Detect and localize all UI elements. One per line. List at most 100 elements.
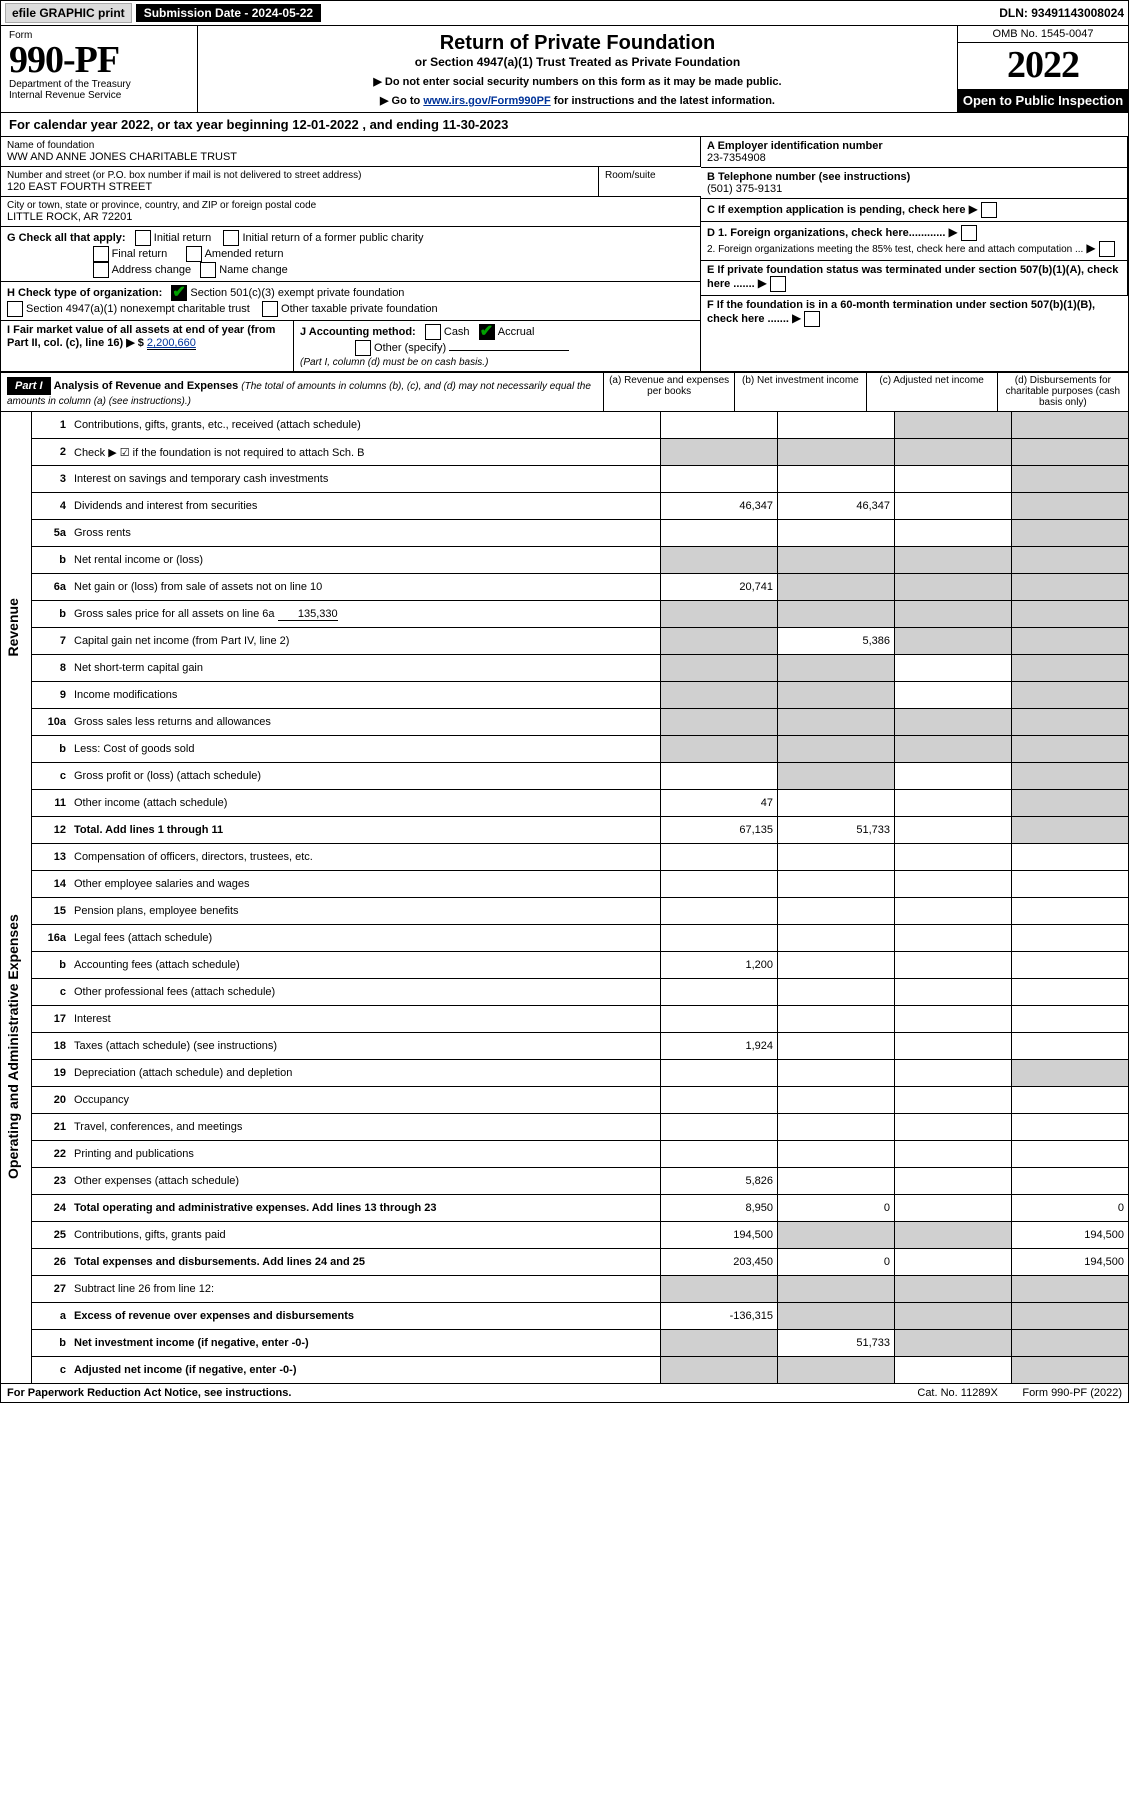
city-value: LITTLE ROCK, AR 72201: [7, 211, 694, 223]
calendar-year: For calendar year 2022, or tax year begi…: [1, 113, 1128, 137]
row-25-d: 194,500: [1012, 1222, 1129, 1249]
phone: (501) 375-9131: [707, 183, 1121, 195]
row-24-b: 0: [778, 1195, 895, 1222]
accrual-checkbox[interactable]: [479, 324, 495, 340]
form-id-box: Form 990-PF Department of the Treasury I…: [1, 26, 198, 112]
G-o5: Address change: [112, 264, 192, 276]
instructions-link[interactable]: www.irs.gov/Form990PF: [423, 95, 550, 107]
form-header: Form 990-PF Department of the Treasury I…: [0, 26, 1129, 113]
J-o1: Cash: [444, 326, 470, 338]
row-26-a: 203,450: [661, 1249, 778, 1276]
box-D: D 1. Foreign organizations, check here..…: [701, 222, 1128, 261]
row-26-d: 194,500: [1012, 1249, 1129, 1276]
section-J: J Accounting method: Cash Accrual Other …: [294, 321, 701, 371]
row-27b-b: 51,733: [778, 1330, 895, 1357]
room-label: Room/suite: [605, 170, 695, 181]
irs-label: Internal Revenue Service: [9, 90, 189, 101]
footer-left: For Paperwork Reduction Act Notice, see …: [7, 1387, 291, 1399]
4947a1-checkbox[interactable]: [7, 301, 23, 317]
row-16c: Other professional fees (attach schedule…: [70, 979, 661, 1006]
G-o2: Initial return of a former public charit…: [242, 232, 423, 244]
row-25: Contributions, gifts, grants paid: [70, 1222, 661, 1249]
J-o2: Accrual: [498, 326, 535, 338]
row-6a: Net gain or (loss) from sale of assets n…: [70, 574, 661, 601]
name-label: Name of foundation: [7, 140, 694, 151]
row-24-a: 8,950: [661, 1195, 778, 1222]
J-o3: Other (specify): [374, 342, 446, 354]
col-d-header: (d) Disbursements for charitable purpose…: [997, 373, 1128, 411]
C-label: C If exemption application is pending, c…: [707, 204, 966, 216]
addr-label: Number and street (or P.O. box number if…: [7, 170, 592, 181]
row-4-b: 46,347: [778, 493, 895, 520]
G-label: G Check all that apply:: [7, 232, 126, 244]
D1-checkbox[interactable]: [961, 225, 977, 241]
tax-year: 2022: [958, 43, 1128, 87]
final-return-checkbox[interactable]: [93, 246, 109, 262]
instr-2: ▶ Go to www.irs.gov/Form990PF for instru…: [206, 94, 949, 107]
form-subtitle: or Section 4947(a)(1) Trust Treated as P…: [206, 55, 949, 69]
cash-checkbox[interactable]: [425, 324, 441, 340]
row-12-b: 51,733: [778, 817, 895, 844]
amended-return-checkbox[interactable]: [186, 246, 202, 262]
other-method-checkbox[interactable]: [355, 340, 371, 356]
row-10a: Gross sales less returns and allowances: [70, 709, 661, 736]
E-checkbox[interactable]: [770, 276, 786, 292]
address-change-checkbox[interactable]: [93, 262, 109, 278]
year-box: OMB No. 1545-0047 2022 Open to Public In…: [958, 26, 1128, 112]
row-16b-a: 1,200: [661, 952, 778, 979]
row-10b: Less: Cost of goods sold: [70, 736, 661, 763]
other-taxable-checkbox[interactable]: [262, 301, 278, 317]
efile-button[interactable]: efile GRAPHIC print: [5, 3, 132, 23]
row-15: Pension plans, employee benefits: [70, 898, 661, 925]
C-checkbox[interactable]: [981, 202, 997, 218]
row-27c: Adjusted net income (if negative, enter …: [70, 1357, 661, 1384]
name-change-checkbox[interactable]: [200, 262, 216, 278]
row-2: Check ▶ ☑ if the foundation is not requi…: [70, 439, 661, 466]
row-4: Dividends and interest from securities: [70, 493, 661, 520]
H-o1: Section 501(c)(3) exempt private foundat…: [190, 287, 404, 299]
name-cell: Name of foundation WW AND ANNE JONES CHA…: [1, 137, 701, 167]
row-21: Travel, conferences, and meetings: [70, 1114, 661, 1141]
dln: DLN: 93491143008024: [999, 6, 1124, 20]
part1-header: Part I Analysis of Revenue and Expenses …: [1, 373, 1128, 412]
dept-label: Department of the Treasury: [9, 79, 189, 90]
H-o2: Section 4947(a)(1) nonexempt charitable …: [26, 303, 250, 315]
initial-former-checkbox[interactable]: [223, 230, 239, 246]
row-18-a: 1,924: [661, 1033, 778, 1060]
row-3: Interest on savings and temporary cash i…: [70, 466, 661, 493]
row-23: Other expenses (attach schedule): [70, 1168, 661, 1195]
H-o3: Other taxable private foundation: [281, 303, 438, 315]
initial-return-checkbox[interactable]: [135, 230, 151, 246]
section-H: H Check type of organization: Section 50…: [1, 282, 701, 321]
box-A: A Employer identification number 23-7354…: [701, 137, 1128, 168]
form-number: 990-PF: [9, 41, 189, 79]
form-title: Return of Private Foundation: [206, 32, 949, 55]
revenue-side-label: Revenue: [5, 414, 21, 842]
row-27: Subtract line 26 from line 12:: [70, 1276, 661, 1303]
row-27b: Net investment income (if negative, ente…: [70, 1330, 661, 1357]
J-note: (Part I, column (d) must be on cash basi…: [300, 357, 488, 368]
street-address: 120 EAST FOURTH STREET: [7, 181, 592, 193]
row-25-a: 194,500: [661, 1222, 778, 1249]
box-C: C If exemption application is pending, c…: [701, 199, 1128, 222]
F-label: F If the foundation is in a 60-month ter…: [707, 299, 1095, 325]
footer: For Paperwork Reduction Act Notice, see …: [0, 1384, 1129, 1403]
I-label: I Fair market value of all assets at end…: [7, 324, 275, 349]
F-checkbox[interactable]: [804, 311, 820, 327]
row-7: Capital gain net income (from Part IV, l…: [70, 628, 661, 655]
omb-number: OMB No. 1545-0047: [958, 26, 1128, 43]
row-24-d: 0: [1012, 1195, 1129, 1222]
J-label: J Accounting method:: [300, 326, 416, 338]
fmv-value[interactable]: 2,200,660: [147, 337, 196, 350]
row-26: Total expenses and disbursements. Add li…: [70, 1249, 661, 1276]
row-12-a: 67,135: [661, 817, 778, 844]
row-12: Total. Add lines 1 through 11: [70, 817, 661, 844]
row-16b: Accounting fees (attach schedule): [70, 952, 661, 979]
col-a-header: (a) Revenue and expenses per books: [603, 373, 734, 411]
D2-checkbox[interactable]: [1099, 241, 1115, 257]
part1-title: Analysis of Revenue and Expenses: [54, 380, 239, 392]
expenses-side-label: Operating and Administrative Expenses: [5, 846, 21, 1247]
row-26-b: 0: [778, 1249, 895, 1276]
row-19: Depreciation (attach schedule) and deple…: [70, 1060, 661, 1087]
501c3-checkbox[interactable]: [171, 285, 187, 301]
